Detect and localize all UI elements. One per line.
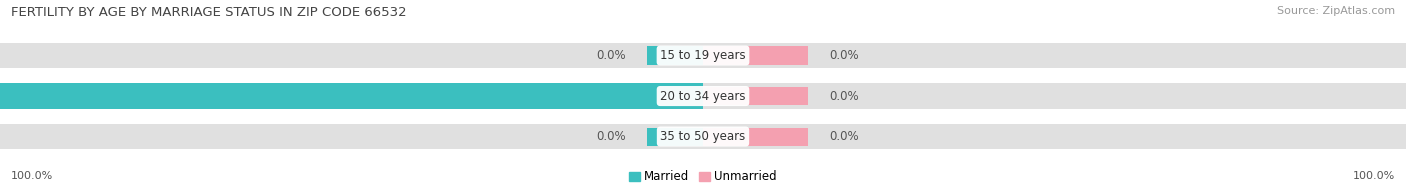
Text: 0.0%: 0.0% — [830, 130, 859, 143]
Bar — [647, 46, 703, 64]
Bar — [703, 46, 808, 64]
Text: 0.0%: 0.0% — [830, 90, 859, 103]
Text: Source: ZipAtlas.com: Source: ZipAtlas.com — [1277, 6, 1395, 16]
Bar — [0, 43, 1406, 68]
Bar — [0, 124, 1406, 149]
Text: 0.0%: 0.0% — [596, 49, 626, 62]
Bar — [703, 87, 808, 105]
Bar — [647, 128, 703, 146]
Text: FERTILITY BY AGE BY MARRIAGE STATUS IN ZIP CODE 66532: FERTILITY BY AGE BY MARRIAGE STATUS IN Z… — [11, 6, 406, 19]
Text: 0.0%: 0.0% — [596, 130, 626, 143]
Bar — [0, 83, 1406, 109]
Text: 100.0%: 100.0% — [11, 171, 53, 181]
Bar — [703, 128, 808, 146]
Text: 0.0%: 0.0% — [830, 49, 859, 62]
Text: 35 to 50 years: 35 to 50 years — [661, 130, 745, 143]
Bar — [0, 83, 703, 109]
Text: 15 to 19 years: 15 to 19 years — [661, 49, 745, 62]
Bar — [647, 87, 703, 105]
Text: 20 to 34 years: 20 to 34 years — [661, 90, 745, 103]
Text: 100.0%: 100.0% — [1353, 171, 1395, 181]
Legend: Married, Unmarried: Married, Unmarried — [624, 166, 782, 188]
